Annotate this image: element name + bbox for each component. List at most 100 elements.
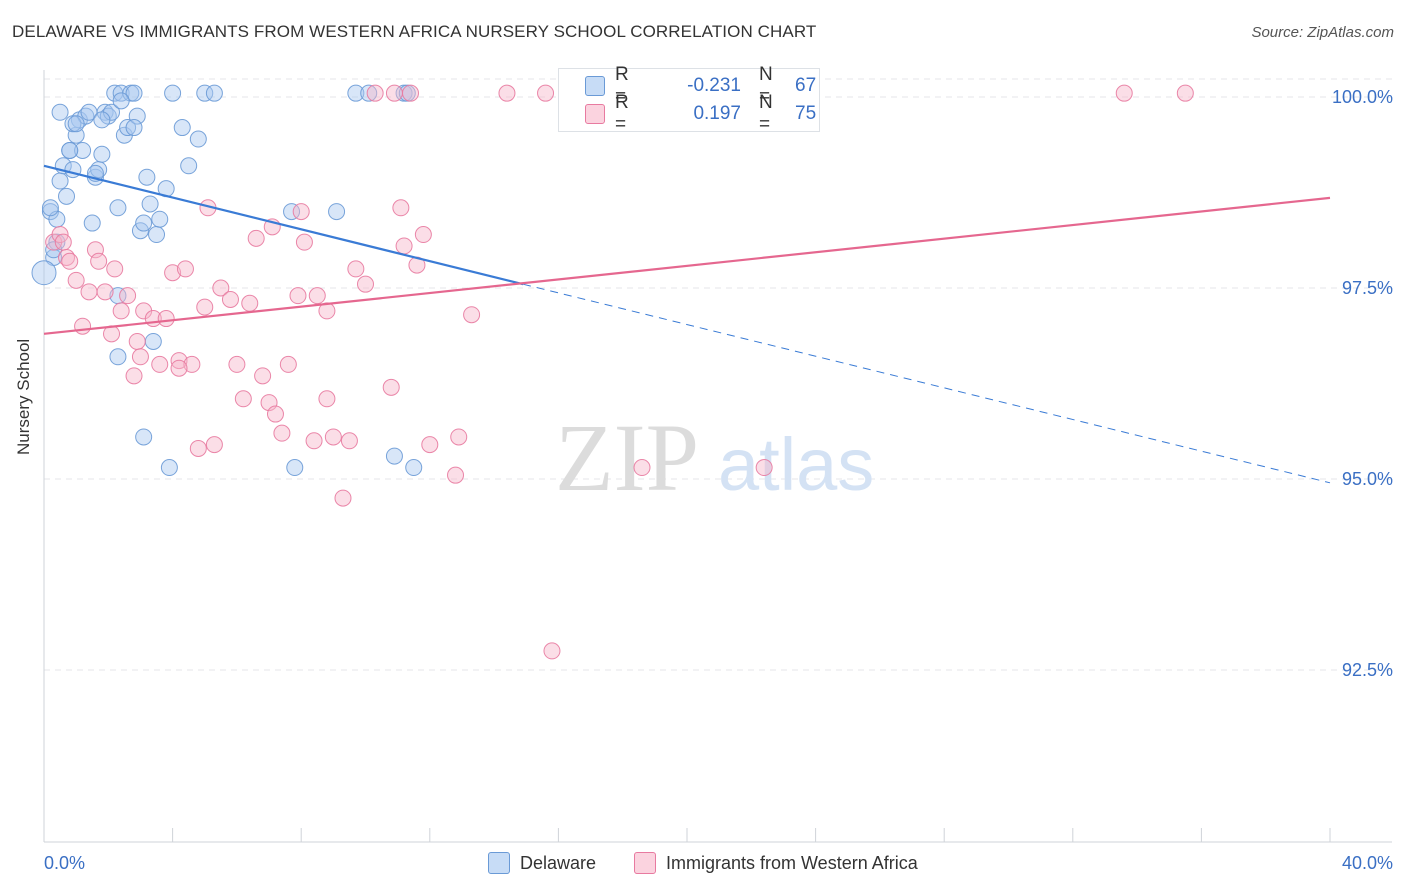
point-delaware-36 xyxy=(148,226,166,244)
point-delaware-64 xyxy=(112,92,130,110)
point-delaware-24 xyxy=(109,199,127,217)
point-western-africa-19 xyxy=(151,355,169,373)
point-western-africa-71 xyxy=(402,84,420,102)
point-western-africa-39 xyxy=(279,355,297,373)
point-western-africa-12 xyxy=(106,260,124,278)
point-western-africa-6 xyxy=(74,317,92,335)
point-delaware-44 xyxy=(196,84,214,102)
point-western-africa-57 xyxy=(414,226,432,244)
point-western-africa-31 xyxy=(228,355,246,373)
point-western-africa-8 xyxy=(86,241,104,259)
stats-box: R = -0.231 N = 67 R = 0.197 N = 75 xyxy=(558,64,820,135)
point-western-africa-9 xyxy=(90,252,108,270)
point-western-africa-43 xyxy=(305,432,323,450)
n-value: 67 xyxy=(795,75,817,96)
stats-swatch-delaware xyxy=(585,76,605,96)
point-western-africa-68 xyxy=(1115,84,1133,102)
grid-lines xyxy=(44,78,1392,671)
legend-swatch-delaware xyxy=(488,852,510,874)
stats-swatch-western-africa xyxy=(585,104,605,124)
point-delaware-37 xyxy=(151,210,169,228)
source-credit: Source: ZipAtlas.com xyxy=(1251,24,1394,41)
point-western-africa-60 xyxy=(450,428,468,446)
point-western-africa-44 xyxy=(308,287,326,305)
point-delaware-63 xyxy=(61,141,79,159)
point-delaware-6 xyxy=(51,172,69,190)
point-western-africa-42 xyxy=(295,233,313,251)
point-delaware-13 xyxy=(74,141,92,159)
point-delaware-48 xyxy=(328,203,346,221)
data-points xyxy=(31,84,1194,660)
n-label: N = xyxy=(759,92,773,135)
point-western-africa-25 xyxy=(189,439,207,457)
legend-label-delaware: Delaware xyxy=(520,852,597,873)
point-western-africa-2 xyxy=(54,233,72,251)
watermark-zip: ZIP xyxy=(555,404,699,511)
point-western-africa-70 xyxy=(385,84,403,102)
point-western-africa-38 xyxy=(273,424,291,442)
point-western-africa-47 xyxy=(324,428,342,446)
point-delaware-54 xyxy=(51,103,69,121)
point-western-africa-37 xyxy=(266,405,284,423)
point-western-africa-62 xyxy=(498,84,516,102)
point-western-africa-29 xyxy=(212,279,230,297)
point-delaware-50 xyxy=(360,84,378,102)
trend-western-africa xyxy=(43,196,1331,335)
point-western-africa-40 xyxy=(289,287,307,305)
point-western-africa-13 xyxy=(112,302,130,320)
point-delaware-46 xyxy=(283,203,301,221)
point-western-africa-69 xyxy=(1176,84,1194,102)
point-delaware-53 xyxy=(405,459,423,477)
point-western-africa-54 xyxy=(392,199,410,217)
point-delaware-33 xyxy=(138,168,156,186)
point-western-africa-7 xyxy=(80,283,98,301)
point-western-africa-74 xyxy=(131,348,149,366)
watermark-atlas: atlas xyxy=(718,423,874,506)
point-western-africa-48 xyxy=(334,489,352,507)
point-western-africa-63 xyxy=(537,84,555,102)
r-value: -0.231 xyxy=(687,75,741,96)
trend-lines xyxy=(43,164,1331,484)
point-delaware-41 xyxy=(173,119,191,137)
point-delaware-43 xyxy=(189,130,207,148)
point-western-africa-73 xyxy=(170,359,188,377)
point-delaware-29 xyxy=(125,84,143,102)
point-western-africa-50 xyxy=(347,260,365,278)
axes xyxy=(43,70,1392,843)
x-tick-label-0: 0.0% xyxy=(44,853,85,873)
y-tick-label-1: 97.5% xyxy=(1342,278,1393,298)
point-western-africa-55 xyxy=(395,237,413,255)
point-western-africa-10 xyxy=(96,283,114,301)
point-delaware-60 xyxy=(125,119,143,137)
point-delaware-8 xyxy=(58,187,76,205)
r-label: R = xyxy=(615,64,629,107)
point-western-africa-34 xyxy=(247,229,265,247)
point-delaware-58 xyxy=(109,348,127,366)
point-western-africa-4 xyxy=(61,252,79,270)
point-delaware-45 xyxy=(205,84,223,102)
point-delaware-16 xyxy=(83,214,101,232)
n-value: 75 xyxy=(795,103,817,124)
point-western-africa-67 xyxy=(755,459,773,477)
legend-item-western-africa[interactable]: Immigrants from Western Africa xyxy=(634,852,918,874)
point-western-africa-28 xyxy=(205,436,223,454)
point-western-africa-46 xyxy=(318,390,336,408)
trend-delaware-dashed xyxy=(522,283,1331,484)
point-western-africa-30 xyxy=(221,290,239,308)
trend-delaware-solid xyxy=(43,164,524,286)
legend-item-delaware[interactable]: Delaware xyxy=(488,852,596,874)
point-western-africa-33 xyxy=(241,294,259,312)
point-western-africa-26 xyxy=(196,298,214,316)
chart-title: DELAWARE VS IMMIGRANTS FROM WESTERN AFRI… xyxy=(12,22,817,41)
r-value: 0.197 xyxy=(693,103,741,124)
point-delaware-61 xyxy=(93,111,111,129)
point-western-africa-49 xyxy=(340,432,358,450)
point-western-africa-41 xyxy=(292,203,310,221)
point-western-africa-64 xyxy=(543,642,561,660)
point-delaware-34 xyxy=(141,195,159,213)
point-western-africa-15 xyxy=(125,367,143,385)
legend-swatch-western-africa xyxy=(634,852,656,874)
y-tick-label-0: 100.0% xyxy=(1332,87,1393,107)
tick-labels: 100.0% 97.5% 95.0% 92.5% 0.0% 40.0% xyxy=(44,87,1393,873)
